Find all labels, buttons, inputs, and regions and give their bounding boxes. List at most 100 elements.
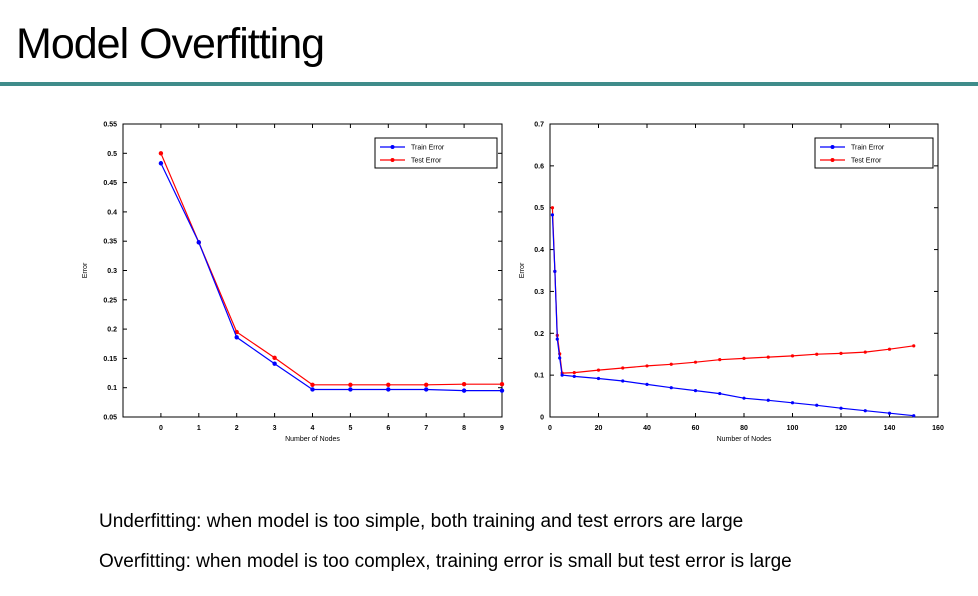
- x-tick-label: 3: [273, 425, 277, 432]
- y-tick-label: 0.55: [103, 122, 117, 129]
- test-error-point: [863, 350, 867, 354]
- test-error-point: [158, 151, 164, 156]
- chart-1: 0 1 2 3 4 5 6 7 8 9 0.05 0.1 0.15 0.2 0.25 0.3 0.35 0.4 0.…: [82, 122, 505, 443]
- x-tick-label: 0: [548, 425, 552, 432]
- legend-label-train-error: Train Error: [851, 145, 885, 152]
- legend-label-test-error: Test Error: [851, 158, 882, 165]
- y-tick-label: 0.1: [107, 385, 117, 392]
- x-tick-label: 120: [835, 425, 847, 432]
- y-tick-label: 0.15: [103, 356, 117, 363]
- y-tick-label: 0.5: [534, 205, 544, 212]
- train-error-point: [310, 387, 315, 392]
- train-error-point: [887, 411, 892, 415]
- y-tick-label: 0.4: [107, 209, 117, 216]
- y-tick-label: 0.2: [107, 327, 117, 334]
- test-error-line: [160, 153, 502, 386]
- x-tick-label: 8: [462, 425, 466, 432]
- y-tick-label: 0.2: [534, 331, 544, 338]
- y-tick-label: 0: [540, 415, 544, 422]
- y-tick-label: 0.05: [103, 415, 117, 422]
- legend-marker-test-error: [830, 158, 835, 162]
- x-tick-label: 140: [884, 425, 896, 432]
- test-error-point: [645, 364, 649, 368]
- train-error-point: [766, 398, 770, 402]
- test-error-point: [669, 362, 673, 366]
- test-error-point: [742, 356, 746, 360]
- train-error-point: [718, 391, 722, 396]
- x-axis-label: Number of Nodes: [285, 436, 340, 443]
- train-error-point: [555, 337, 559, 341]
- title-underline: [0, 82, 978, 86]
- x-tick-label: 9: [500, 425, 504, 432]
- legend: Train Error Test Error: [814, 137, 934, 169]
- train-error-point: [669, 386, 673, 390]
- train-error-point: [839, 406, 843, 410]
- test-error-point: [310, 382, 315, 387]
- legend-marker-test-error: [390, 158, 395, 162]
- underfitting-caption: Underfitting: when model is too simple, …: [99, 511, 744, 532]
- train-error-point: [553, 269, 557, 273]
- x-tick-label: 1: [197, 425, 201, 432]
- test-error-point: [596, 368, 601, 372]
- x-tick-label: 4: [311, 425, 315, 432]
- y-tick-label: 0.6: [534, 163, 544, 170]
- test-error-point: [386, 382, 391, 387]
- y-tick-label: 0.5: [107, 151, 117, 158]
- test-error-point: [790, 354, 795, 358]
- x-tick-label: 60: [692, 425, 700, 432]
- y-tick-label: 0.45: [103, 180, 117, 187]
- y-tick-label: 0.35: [103, 239, 117, 246]
- x-axis-label: Number of Nodes: [717, 436, 772, 443]
- test-error-point: [887, 347, 892, 351]
- x-tick-label: 40: [643, 425, 651, 432]
- train-error-point: [790, 401, 795, 405]
- train-error-point: [693, 389, 698, 393]
- plot-frame: [122, 123, 503, 418]
- train-error-point: [742, 396, 746, 400]
- test-error-point: [550, 206, 555, 210]
- chart-2: 0 20 40 60 80 100 120 140 160 0 0.1 0.2 0.3 0.4 0.5 0.6…: [519, 122, 944, 444]
- x-tick-label: 5: [348, 425, 352, 432]
- y-tick-label: 0.3: [107, 268, 117, 275]
- legend-box: [374, 137, 498, 169]
- train-error-point: [234, 335, 239, 340]
- train-error-point: [558, 356, 562, 360]
- train-error-point: [550, 213, 555, 217]
- train-error-line: [160, 163, 502, 392]
- test-error-point: [693, 360, 698, 364]
- train-error-point: [499, 388, 505, 393]
- train-error-point: [596, 376, 601, 381]
- x-tick-label: 6: [386, 425, 390, 432]
- test-error-point: [815, 352, 819, 356]
- train-error-point: [196, 240, 201, 245]
- y-axis-label: Error: [82, 262, 89, 278]
- test-error-point: [839, 351, 843, 355]
- test-error-point: [621, 366, 625, 370]
- train-error-point: [272, 361, 277, 366]
- y-tick-label: 0.3: [534, 289, 544, 296]
- train-error-point: [621, 379, 625, 383]
- test-error-point: [348, 382, 353, 387]
- legend-label-test-error: Test Error: [411, 158, 442, 165]
- train-error-point: [912, 414, 916, 418]
- test-error-point: [272, 355, 277, 361]
- x-tick-label: 2: [235, 425, 239, 432]
- legend-box: [814, 137, 934, 169]
- legend: Train Error Test Error: [374, 137, 498, 169]
- train-error-point: [572, 374, 576, 378]
- y-axis-label: Error: [519, 262, 526, 278]
- slide-title: Model Overfitting: [16, 20, 325, 68]
- x-tick-label: 7: [424, 425, 428, 432]
- legend-marker-train-error: [390, 145, 395, 149]
- train-error-point: [424, 387, 429, 392]
- y-tick-label: 0.4: [534, 247, 544, 254]
- x-tick-label: 160: [932, 425, 944, 432]
- train-error-point: [863, 409, 867, 413]
- x-tick-label: 100: [787, 425, 799, 432]
- test-error-point: [766, 355, 770, 359]
- y-tick-label: 0.7: [534, 122, 544, 129]
- train-error-point: [560, 373, 564, 377]
- overfitting-caption: Overfitting: when model is too complex, …: [99, 551, 792, 572]
- train-error-point: [386, 387, 391, 392]
- x-tick-label: 80: [740, 425, 748, 432]
